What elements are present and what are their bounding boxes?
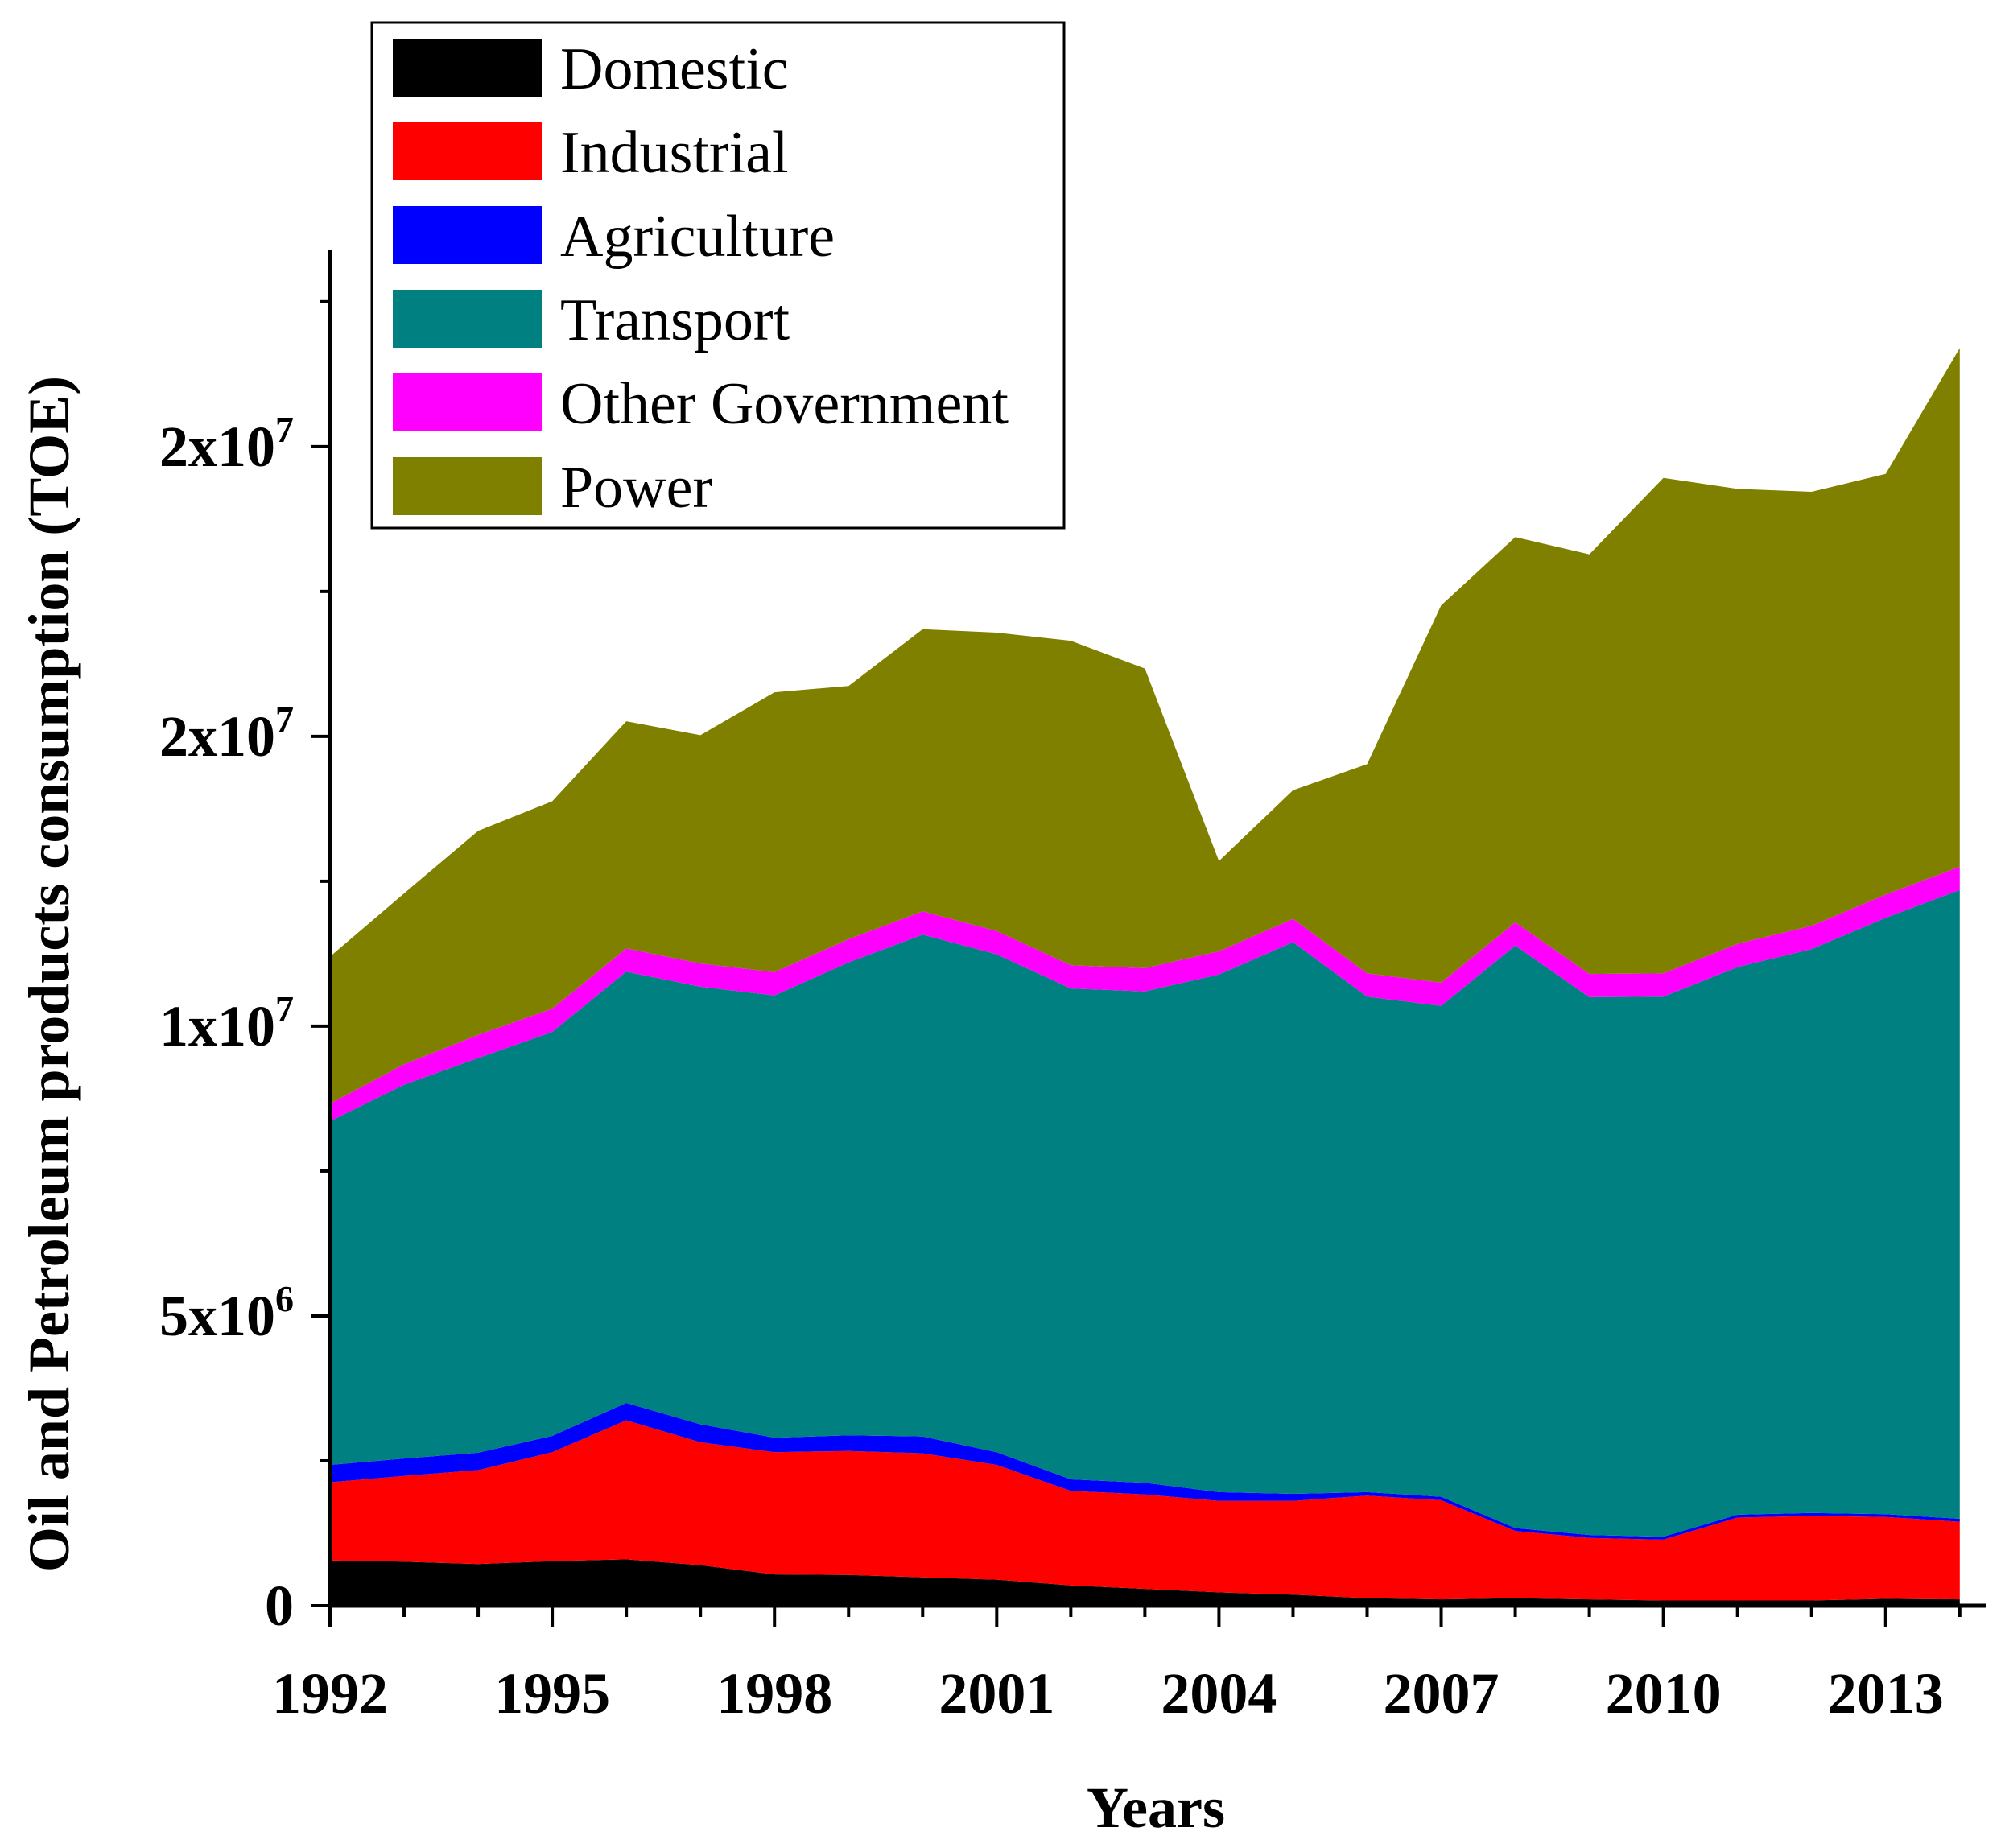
x-tick-label: 1998 bbox=[716, 1661, 832, 1726]
legend-label-domestic: Domestic bbox=[560, 36, 789, 102]
x-tick-label: 2004 bbox=[1161, 1661, 1277, 1726]
x-tick-label: 2013 bbox=[1828, 1661, 1944, 1726]
y-axis-title: Oil and Petroleum products consumption (… bbox=[17, 376, 81, 1572]
x-tick-label: 2010 bbox=[1606, 1661, 1722, 1726]
legend-swatch-power bbox=[393, 457, 542, 515]
legend-label-industrial: Industrial bbox=[560, 120, 789, 186]
x-tick-label: 2001 bbox=[939, 1661, 1054, 1726]
x-axis-title: Years bbox=[1087, 1776, 1225, 1840]
x-tick-label: 1995 bbox=[494, 1661, 610, 1726]
area-other-government bbox=[330, 866, 1960, 1121]
legend-label-power: Power bbox=[560, 455, 712, 521]
area-domestic bbox=[330, 1559, 1960, 1606]
legend-swatch-industrial bbox=[393, 122, 542, 180]
area-power bbox=[330, 348, 1960, 1104]
area-transport bbox=[330, 889, 1960, 1537]
chart-axes bbox=[328, 250, 1986, 1608]
x-tick-label: 1992 bbox=[272, 1661, 388, 1726]
y-tick-label: 1x107 bbox=[159, 988, 294, 1058]
legend-label-transport: Transport bbox=[560, 287, 790, 353]
area-agriculture bbox=[330, 1403, 1960, 1540]
legend-swatch-other-government bbox=[393, 373, 542, 431]
legend-label-other-government: Other Government bbox=[560, 371, 1009, 437]
legend: Domestic Industrial Agriculture Transport Ot… bbox=[370, 21, 1066, 530]
legend-swatch-transport bbox=[393, 290, 542, 348]
y-tick-label: 0 bbox=[265, 1574, 294, 1638]
chart-areas bbox=[330, 348, 1960, 1606]
y-tick-label: 2x107 bbox=[159, 699, 294, 769]
legend-swatch-domestic bbox=[393, 39, 542, 97]
legend-box bbox=[370, 21, 1066, 530]
legend-label-agriculture: Agriculture bbox=[560, 204, 835, 270]
x-tick-label: 2007 bbox=[1384, 1661, 1500, 1726]
y-tick-label: 5x106 bbox=[159, 1278, 294, 1348]
area-industrial bbox=[330, 1420, 1960, 1601]
y-axis-ticks: 0 5x106 1x107 2x107 2x107 bbox=[159, 299, 330, 1638]
x-axis-ticks: 1992 1995 1998 2001 2004 2007 2010 2013 bbox=[272, 1606, 1962, 1726]
legend-swatch-agriculture bbox=[393, 206, 542, 264]
y-tick-label: 2x107 bbox=[159, 409, 294, 479]
